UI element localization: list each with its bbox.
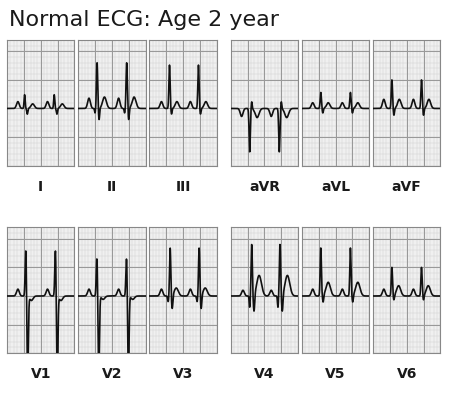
- Text: V2: V2: [101, 367, 122, 381]
- Text: V3: V3: [173, 367, 193, 381]
- Text: III: III: [175, 180, 191, 194]
- Text: V1: V1: [30, 367, 51, 381]
- Text: aVL: aVL: [321, 180, 350, 194]
- Text: V4: V4: [254, 367, 275, 381]
- Text: aVF: aVF: [392, 180, 421, 194]
- Text: II: II: [107, 180, 117, 194]
- Text: aVR: aVR: [249, 180, 280, 194]
- Text: Normal ECG: Age 2 year: Normal ECG: Age 2 year: [9, 10, 280, 30]
- Text: V6: V6: [397, 367, 417, 381]
- Text: I: I: [38, 180, 43, 194]
- Text: V5: V5: [325, 367, 346, 381]
